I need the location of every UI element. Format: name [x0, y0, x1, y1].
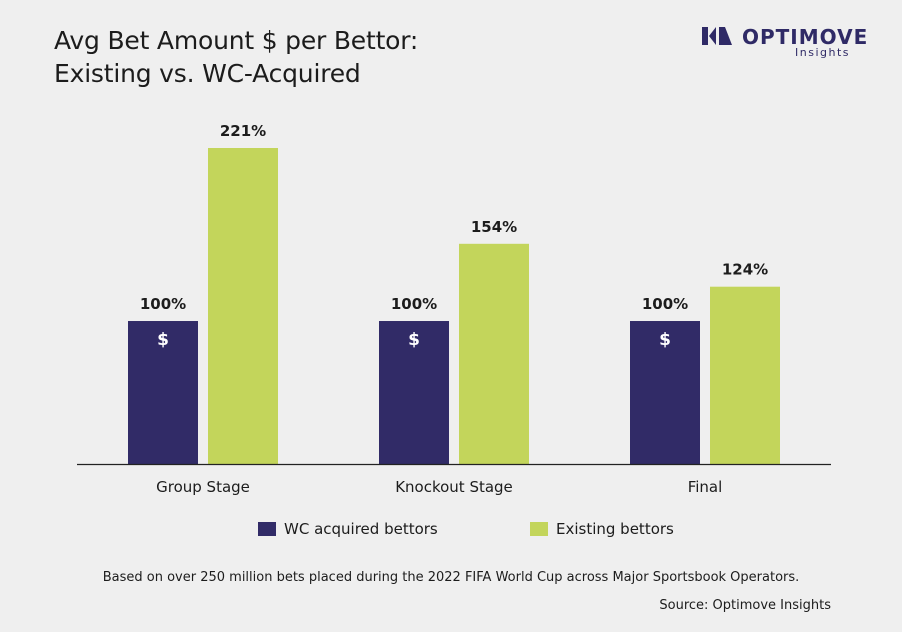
- data-label-knockout-stage-existing-bettors: 154%: [471, 218, 517, 236]
- bar-group-stage-wc-acquired-bettors: [128, 321, 198, 464]
- legend-swatch-wc-acquired: [258, 522, 276, 536]
- data-label-group-stage-existing-bettors: 221%: [220, 122, 266, 140]
- data-label-final-wc-acquired-bettors: 100%: [642, 295, 688, 313]
- bar-final-wc-acquired-bettors: [630, 321, 700, 464]
- logo-wordmark: OPTIMOVE: [742, 25, 869, 49]
- dollar-icon: $: [157, 330, 169, 350]
- optimove-logo: OPTIMOVE Insights: [702, 25, 872, 60]
- legend-item-wc-acquired: WC acquired bettors: [258, 519, 438, 539]
- bar-knockout-stage-existing-bettors: [459, 243, 529, 464]
- dollar-icon: $: [659, 330, 671, 350]
- footnote: Based on over 250 million bets placed du…: [102, 570, 800, 585]
- data-label-group-stage-wc-acquired-bettors: 100%: [140, 295, 186, 313]
- x-tick-label-final: Final: [688, 478, 723, 496]
- legend-swatch-existing: [530, 522, 548, 536]
- legend-item-existing: Existing bettors: [530, 519, 674, 539]
- data-label-knockout-stage-wc-acquired-bettors: 100%: [391, 295, 437, 313]
- logo-subtitle: Insights: [795, 46, 851, 59]
- bar-group-stage-existing-bettors: [208, 148, 278, 464]
- bar-final-existing-bettors: [710, 286, 780, 464]
- chart-title: Avg Bet Amount $ per Bettor: Existing vs…: [54, 24, 418, 90]
- legend-label-wc-acquired: WC acquired bettors: [284, 520, 438, 538]
- bar-knockout-stage-wc-acquired-bettors: [379, 321, 449, 464]
- chart-title-line-1: Avg Bet Amount $ per Bettor:: [54, 26, 419, 55]
- legend-label-existing: Existing bettors: [556, 520, 674, 538]
- source-note: Source: Optimove Insights: [659, 598, 831, 613]
- chart-title-line-2: Existing vs. WC-Acquired: [54, 59, 361, 88]
- dollar-icon: $: [408, 330, 420, 350]
- optimove-logo-mark-icon: [702, 27, 732, 45]
- x-tick-label-group-stage: Group Stage: [156, 478, 250, 496]
- data-label-final-existing-bettors: 124%: [722, 261, 768, 279]
- x-tick-label-knockout-stage: Knockout Stage: [395, 478, 513, 496]
